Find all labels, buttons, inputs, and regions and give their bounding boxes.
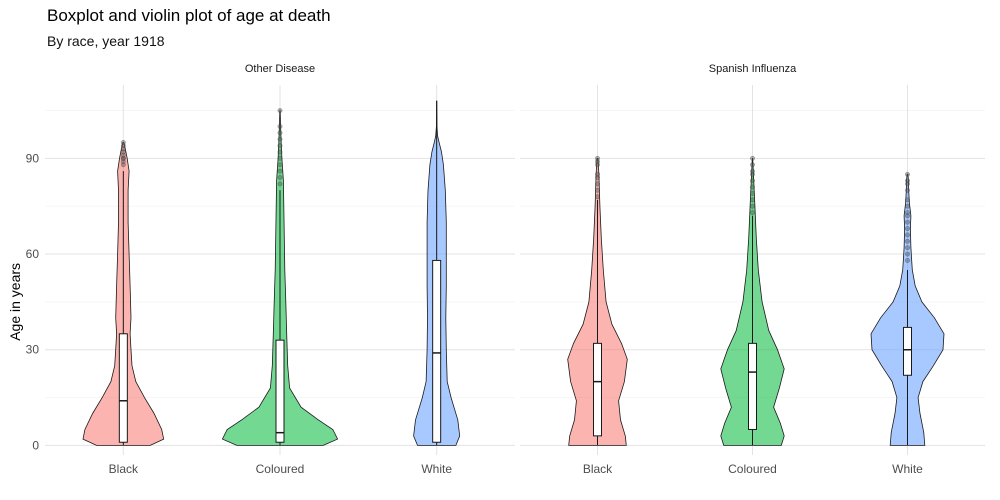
outlier-point bbox=[277, 124, 283, 129]
outlier-point bbox=[750, 203, 755, 209]
y-tick-label: 30 bbox=[26, 343, 40, 357]
x-tick-label: Coloured bbox=[256, 462, 305, 476]
outlier-point bbox=[595, 181, 600, 187]
outlier-point bbox=[750, 184, 755, 190]
outlier-point bbox=[750, 197, 755, 203]
outlier-point bbox=[277, 136, 283, 142]
outlier-point bbox=[905, 203, 910, 209]
outlier-point bbox=[595, 171, 600, 177]
outlier-point bbox=[750, 178, 755, 184]
outlier-point bbox=[905, 257, 910, 263]
x-tick-label: White bbox=[892, 462, 923, 476]
panel-0: Other Disease Black Coloured White bbox=[45, 63, 515, 476]
panel-title: Spanish Influenza bbox=[709, 63, 797, 75]
outlier-point bbox=[750, 168, 755, 174]
outlier-point bbox=[905, 251, 910, 257]
box bbox=[432, 259, 442, 443]
outlier-point bbox=[750, 155, 755, 161]
panel-title: Other Disease bbox=[245, 63, 315, 75]
outlier-point bbox=[277, 181, 283, 187]
outlier-point bbox=[750, 190, 755, 196]
outlier-point bbox=[905, 245, 910, 251]
box bbox=[748, 342, 757, 430]
outlier-point bbox=[277, 108, 283, 113]
outlier-point bbox=[750, 210, 755, 216]
outlier-point bbox=[595, 155, 600, 161]
outlier-point bbox=[277, 149, 283, 155]
outlier-point bbox=[905, 219, 910, 225]
outlier-point bbox=[905, 238, 910, 244]
y-tick-label: 90 bbox=[26, 151, 40, 165]
x-tick-label: Coloured bbox=[728, 462, 777, 476]
outlier-point bbox=[905, 232, 910, 238]
x-tick-label: Black bbox=[583, 462, 613, 476]
outlier-point bbox=[905, 178, 910, 184]
box bbox=[275, 339, 285, 443]
y-axis-label: Age in years bbox=[7, 263, 23, 341]
box bbox=[903, 326, 912, 376]
y-tick-label: 60 bbox=[26, 247, 40, 261]
outlier-point bbox=[277, 162, 283, 168]
outlier-point bbox=[277, 143, 283, 149]
outlier-point bbox=[277, 155, 283, 161]
outlier-point bbox=[905, 226, 910, 231]
y-tick-label: 0 bbox=[32, 438, 39, 452]
x-tick-label: Black bbox=[109, 462, 139, 476]
outlier-point bbox=[905, 210, 910, 216]
outlier-point bbox=[277, 130, 283, 136]
box bbox=[593, 342, 602, 437]
outlier-point bbox=[750, 162, 755, 168]
outlier-point bbox=[277, 168, 283, 174]
outlier-point bbox=[905, 171, 910, 177]
box bbox=[118, 333, 128, 443]
outlier-point bbox=[120, 139, 126, 145]
outlier-point bbox=[595, 187, 600, 193]
chart-title: Boxplot and violin plot of age at death bbox=[47, 6, 331, 25]
x-tick-label: White bbox=[421, 462, 452, 476]
outlier-point bbox=[905, 197, 910, 203]
outlier-point bbox=[595, 194, 600, 200]
outlier-point bbox=[905, 187, 910, 193]
panel-1: Spanish Influenza Black Coloured White bbox=[520, 63, 985, 476]
chart-subtitle: By race, year 1918 bbox=[47, 33, 165, 49]
outlier-point bbox=[277, 175, 283, 180]
